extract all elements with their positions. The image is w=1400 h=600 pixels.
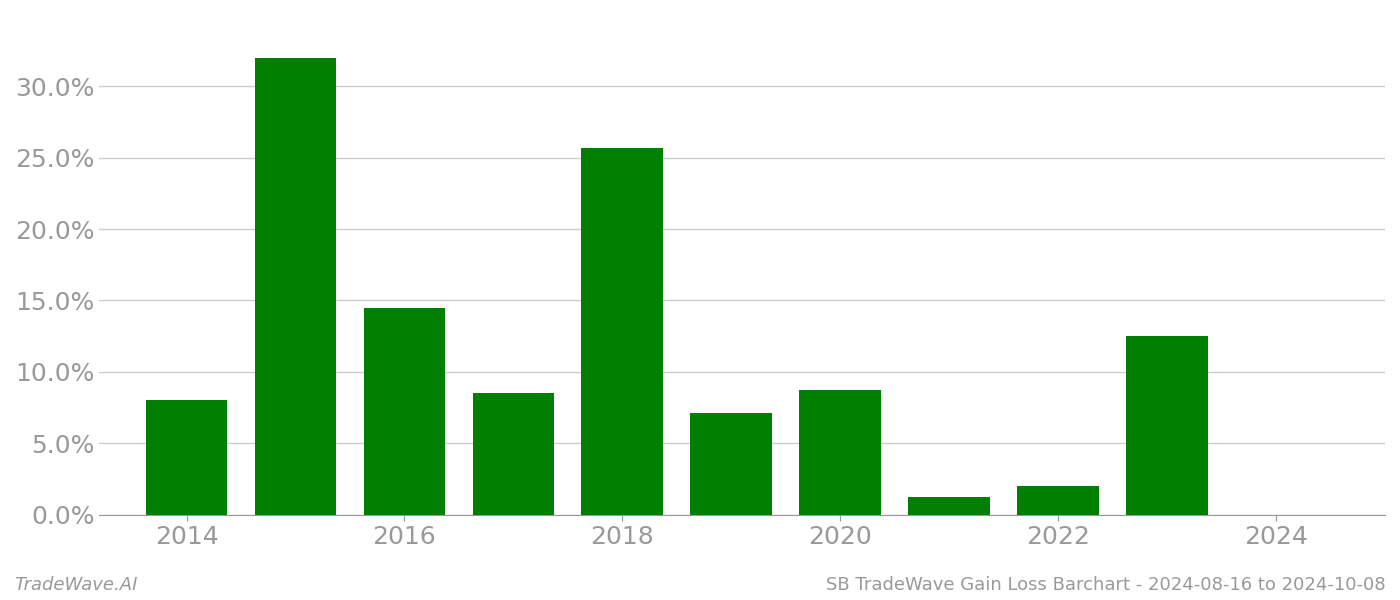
Bar: [146, 400, 227, 515]
Bar: [581, 148, 664, 515]
Bar: [1126, 336, 1208, 515]
Bar: [1018, 486, 1099, 515]
Bar: [473, 393, 554, 515]
Text: SB TradeWave Gain Loss Barchart - 2024-08-16 to 2024-10-08: SB TradeWave Gain Loss Barchart - 2024-0…: [826, 576, 1386, 594]
Bar: [909, 497, 990, 515]
Bar: [690, 413, 773, 515]
Bar: [364, 308, 445, 515]
Bar: [799, 391, 881, 515]
Text: TradeWave.AI: TradeWave.AI: [14, 576, 137, 594]
Bar: [255, 58, 336, 515]
